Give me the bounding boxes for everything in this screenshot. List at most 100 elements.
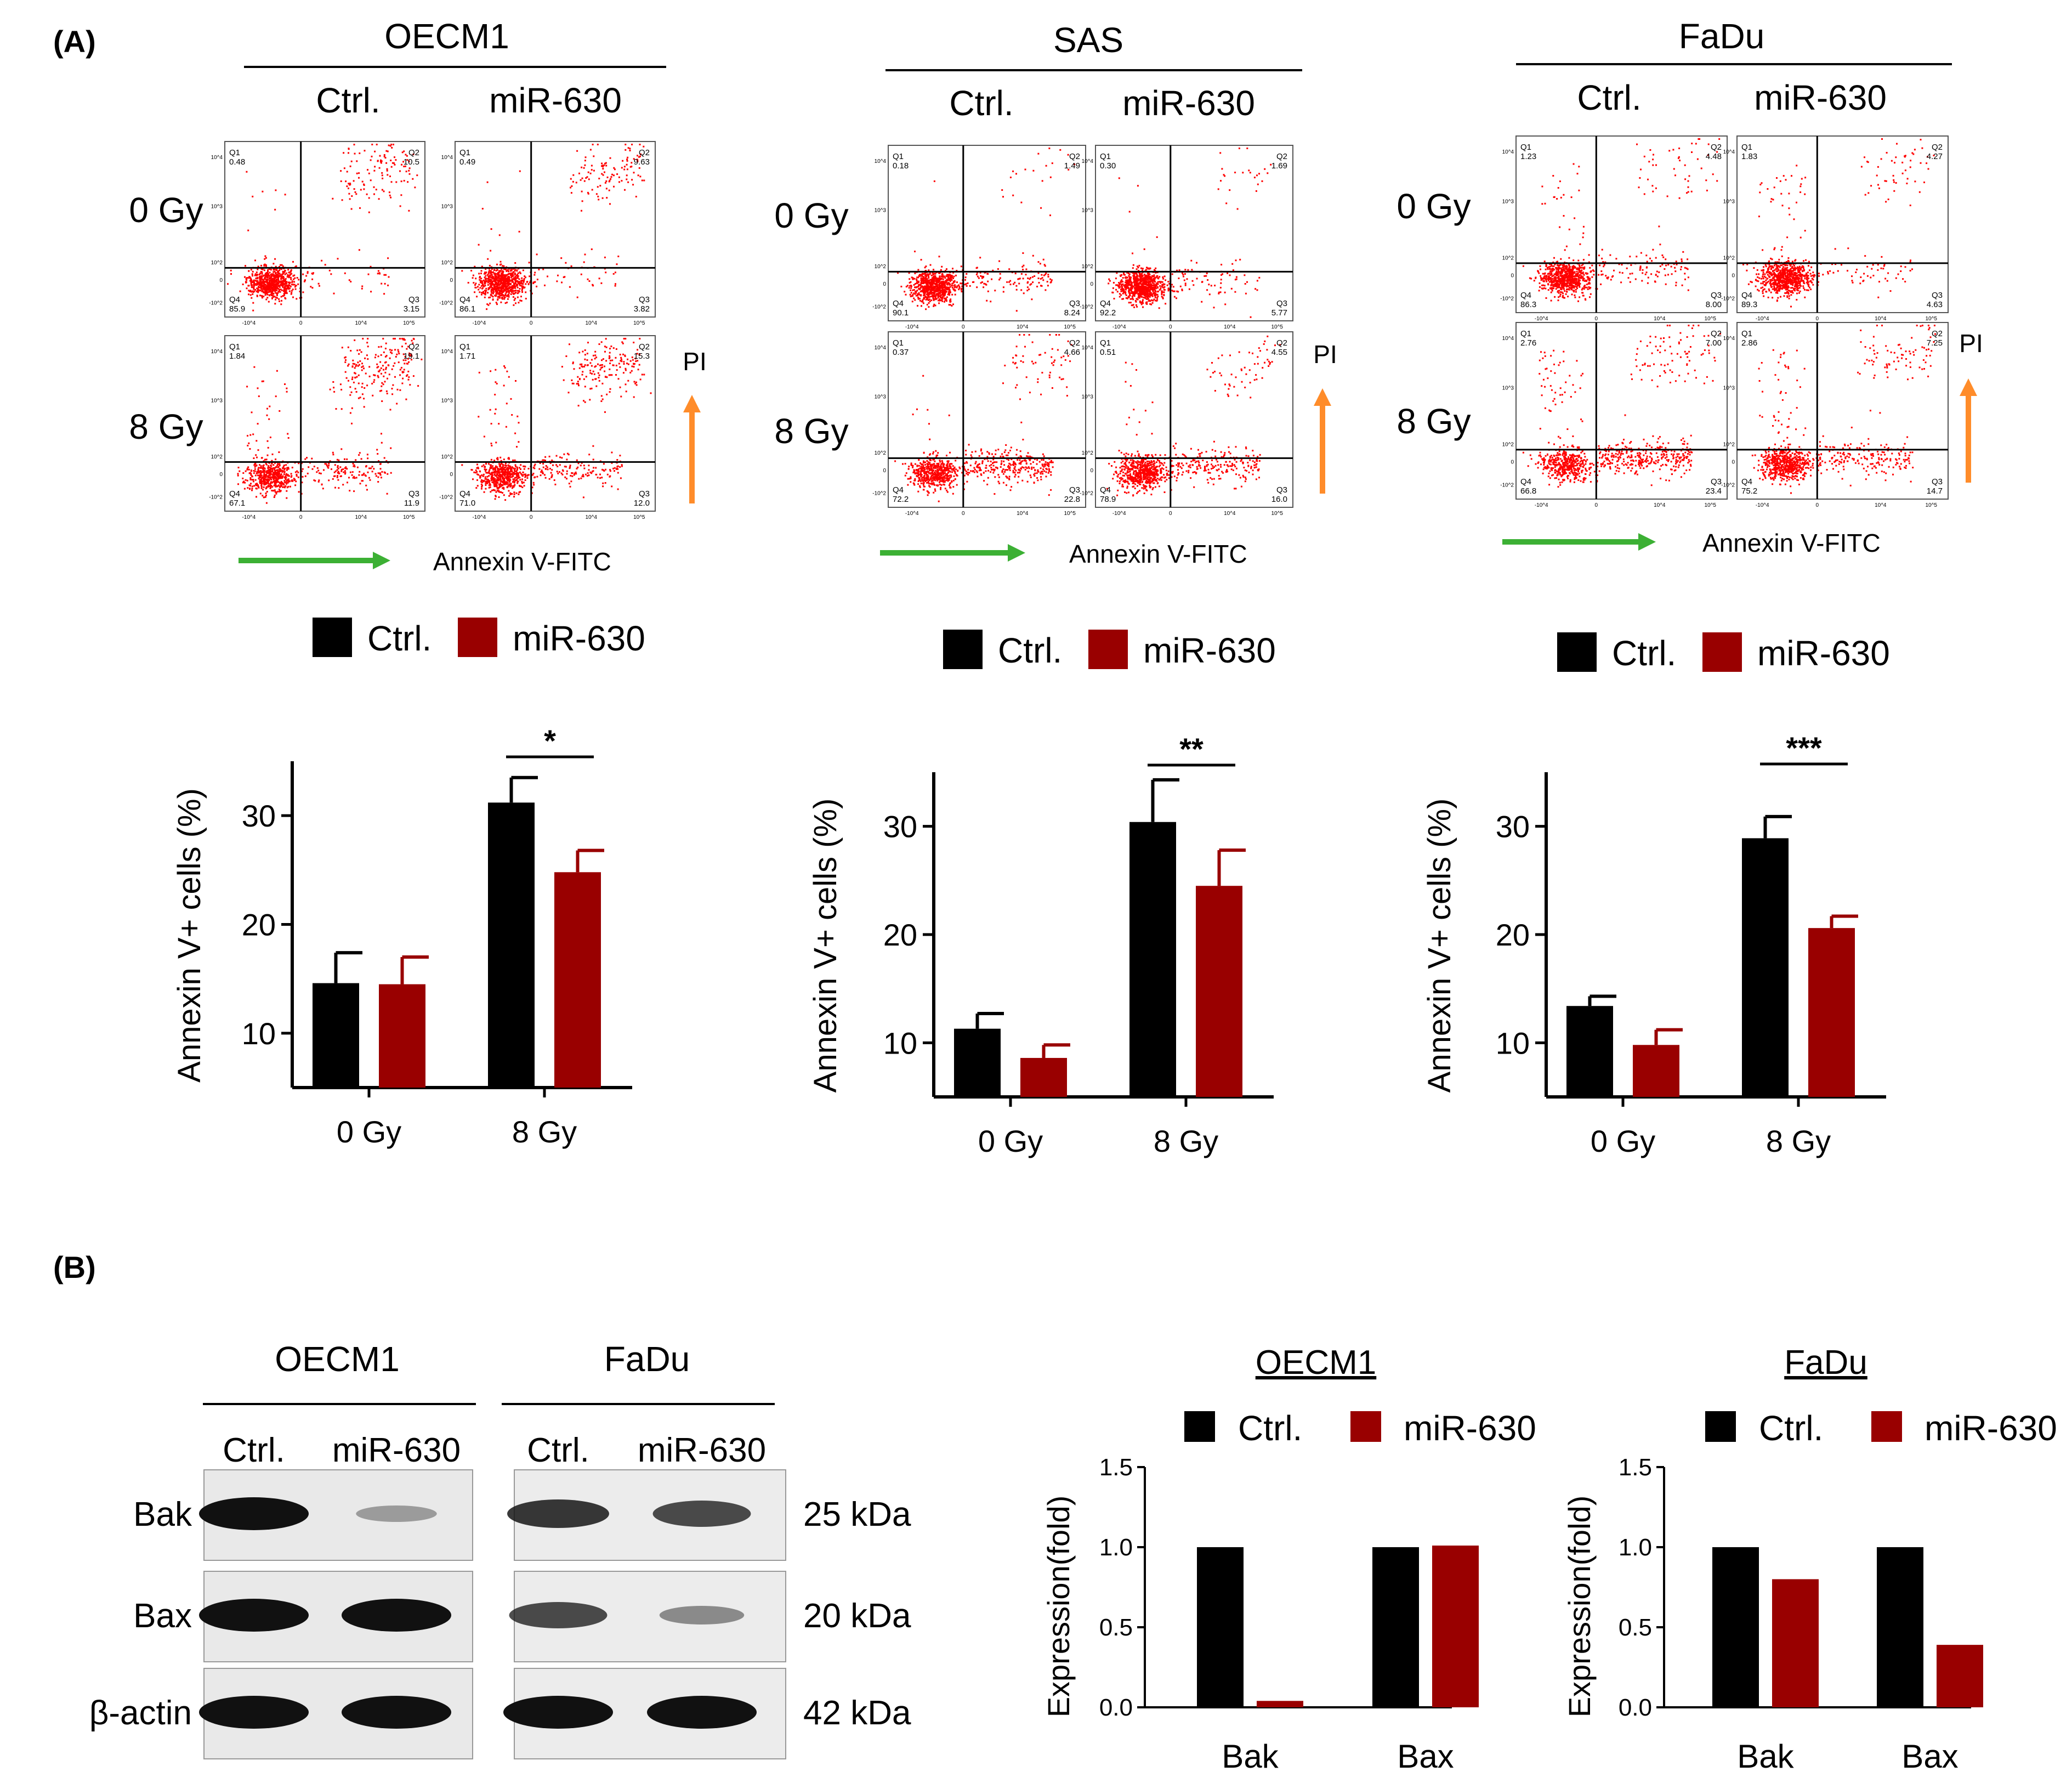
bar-mir	[1196, 886, 1242, 1097]
wb-kda-label: 42 kDa	[803, 1694, 911, 1732]
pi-axis-label: PI	[1313, 340, 1337, 369]
wb-band	[342, 1696, 451, 1729]
bar-ctrl	[1197, 1547, 1244, 1707]
flow-dots	[1108, 148, 1272, 318]
y-tick-label: 10^2	[441, 260, 453, 266]
y-tick-label: 20	[883, 918, 917, 952]
bar-ctrl	[1372, 1547, 1419, 1707]
quadrant-value-q1: 1.23	[1520, 152, 1536, 161]
legend-ctrl-label: Ctrl.	[367, 619, 432, 658]
quadrant-name: Q3	[639, 489, 650, 499]
x-tick-label: 10^4	[586, 514, 598, 520]
y-tick-label: 0.0	[1619, 1694, 1652, 1721]
y-tick-label: 10^3	[441, 398, 453, 404]
x-tick-label: 0	[962, 511, 965, 517]
flow-dots	[1106, 335, 1281, 497]
x-tick-label: 10^4	[355, 320, 367, 326]
flow-dots	[1742, 138, 1935, 308]
legend-mir-label: miR-630	[513, 619, 645, 658]
annexin-arrow-head	[1638, 533, 1656, 551]
wb-group-oecm1: OECM1	[275, 1339, 400, 1379]
quadrant-value-q1: 0.49	[459, 157, 475, 167]
y-tick-label: 30	[242, 799, 276, 833]
quadrant-value-q1: 0.18	[893, 161, 909, 171]
quadrant-value-q3: 8.00	[1706, 300, 1722, 309]
quadrant-value-q4: 78.9	[1100, 495, 1116, 504]
quadrant-name: Q4	[459, 295, 470, 304]
x-tick-label: -10^4	[472, 514, 486, 520]
x-tick-label: -10^4	[905, 511, 919, 517]
quadrant-value-q4: 72.2	[893, 495, 909, 504]
bar-ctrl	[488, 802, 535, 1088]
y-tick-label: -10^2	[1721, 482, 1735, 488]
quadrant-name: Q2	[1069, 338, 1080, 348]
wb-lane-label: Ctrl.	[223, 1431, 285, 1469]
y-tick-label: 10^2	[1502, 255, 1514, 261]
bar-ctrl	[1877, 1547, 1923, 1707]
quadrant-name: Q3	[408, 489, 419, 499]
legend-ctrl-label: Ctrl.	[998, 631, 1062, 670]
quadrant-name: Q1	[459, 148, 470, 157]
legend-ctrl-swatch	[943, 630, 983, 669]
bar-ctrl	[313, 983, 359, 1088]
wb-band	[199, 1599, 309, 1632]
bar-ctrl	[1712, 1547, 1759, 1707]
wb-band	[199, 1497, 309, 1530]
pi-axis-label: PI	[683, 347, 706, 376]
flow-title: OECM1	[384, 16, 509, 56]
quadrant-name: Q4	[1520, 291, 1531, 300]
wb-protein-label: Bak	[133, 1496, 192, 1533]
y-axis-label: Expression(fold)	[1041, 1496, 1076, 1718]
x-tick-label: 10^5	[1705, 502, 1717, 508]
y-tick-label: 0.5	[1099, 1614, 1133, 1641]
annexin-arrow-head	[1008, 544, 1025, 562]
category-label: Bak	[1737, 1738, 1794, 1775]
quadrant-value-q2: 4.27	[1927, 152, 1943, 161]
x-tick-label: 0	[299, 514, 303, 520]
quadrant-value-q4: 89.3	[1741, 300, 1757, 309]
y-tick-label: 0	[1090, 468, 1093, 474]
quadrant-name: Q3	[1069, 299, 1080, 308]
y-tick-label: 10^2	[875, 264, 887, 270]
wb-band	[356, 1505, 437, 1522]
condition-ctrl-label: Ctrl.	[949, 83, 1013, 123]
y-tick-label: 1.0	[1619, 1534, 1652, 1561]
significance-stars: *	[544, 723, 556, 758]
x-tick-label: 0	[299, 320, 303, 326]
x-tick-label: 10^4	[1224, 511, 1236, 517]
quadrant-name: Q1	[1100, 338, 1111, 348]
x-tick-label: 10^5	[1064, 324, 1076, 330]
category-label: Bax	[1901, 1738, 1958, 1775]
y-tick-label: -10^2	[1500, 296, 1514, 302]
y-tick-label: 0	[1090, 281, 1093, 287]
y-tick-label: -10^2	[872, 491, 886, 497]
x-tick-label: 0	[1595, 502, 1598, 508]
wb-band	[199, 1696, 309, 1729]
x-tick-label: 10^4	[1017, 511, 1029, 517]
x-tick-label: -10^4	[1112, 511, 1126, 517]
wb-band	[342, 1599, 451, 1632]
legend-mir-swatch	[1088, 630, 1128, 669]
y-tick-label: 1.5	[1619, 1454, 1652, 1481]
expression-chart-fadu: FaDu Ctrl. miR-630 0.0 0.5 1.0 1.5 Expression(f…	[1562, 1344, 2057, 1775]
flow-dots	[237, 338, 423, 504]
legend-ctrl-label: Ctrl.	[1759, 1408, 1823, 1448]
quadrant-name: Q3	[639, 295, 650, 304]
quadrant-value-q1: 0.51	[1100, 348, 1116, 357]
quadrant-value-q4: 67.1	[229, 499, 245, 508]
y-tick-label: 10^4	[1502, 336, 1514, 342]
quadrant-value-q3: 16.0	[1271, 495, 1287, 504]
y-tick-label: 10^4	[211, 155, 223, 161]
category-label: 0 Gy	[337, 1114, 401, 1149]
legend-mir-label: miR-630	[1404, 1408, 1536, 1448]
quadrant-value-q1: 0.30	[1100, 161, 1116, 171]
quadrant-name: Q2	[1069, 152, 1080, 161]
quadrant-name: Q4	[1100, 485, 1111, 495]
y-tick-label: 0	[1732, 273, 1735, 279]
y-tick-label: 10^3	[441, 204, 453, 210]
y-tick-label: -10^2	[1080, 304, 1093, 310]
